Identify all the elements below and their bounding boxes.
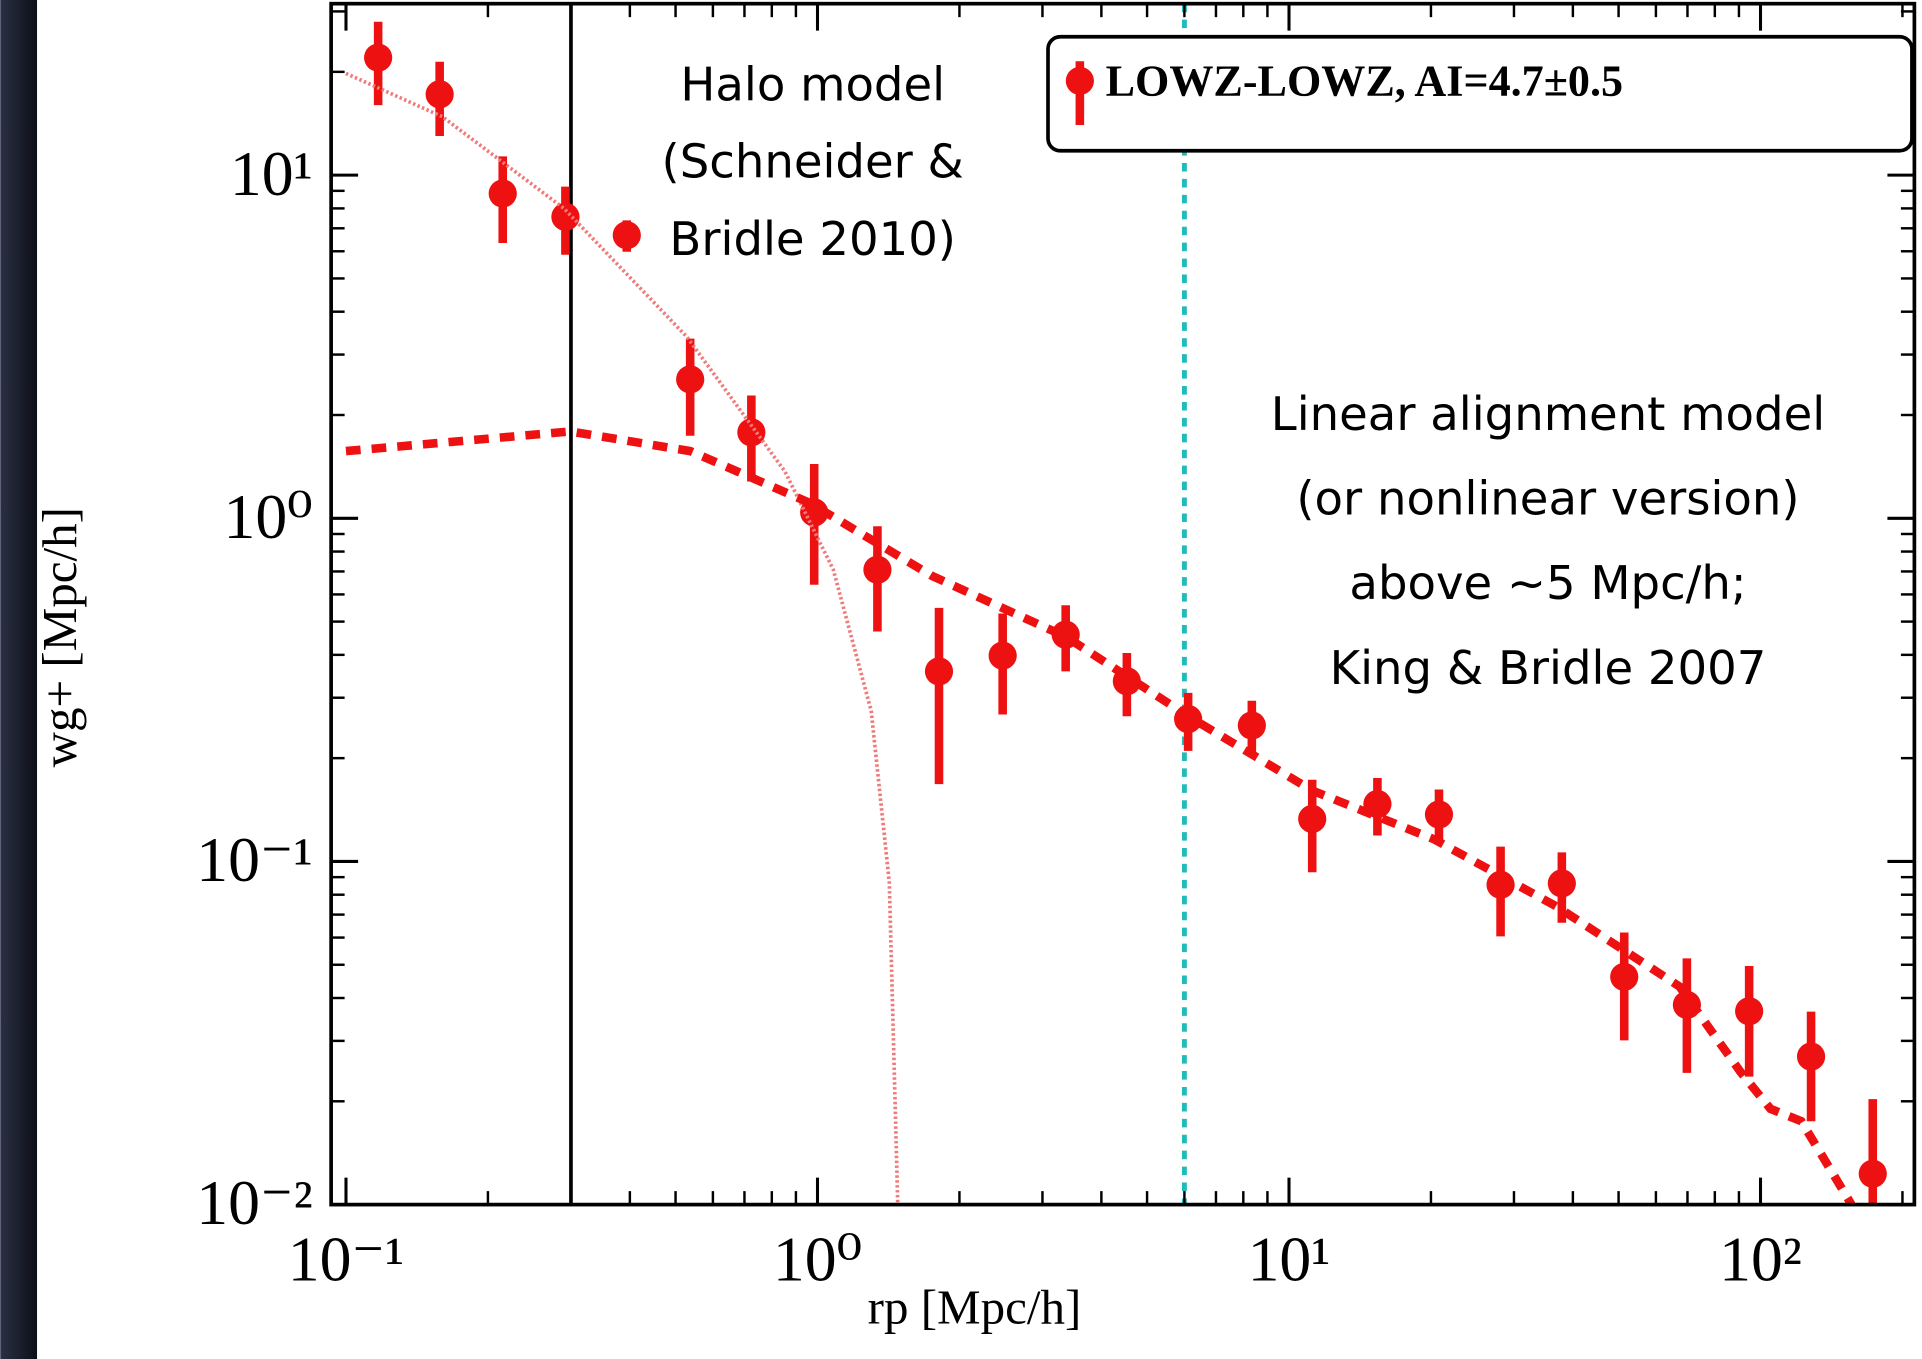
data-point xyxy=(425,80,454,109)
legend-marker xyxy=(1065,66,1094,95)
data-point xyxy=(1858,1159,1887,1188)
data-point xyxy=(1298,804,1327,834)
data-point xyxy=(1424,800,1454,829)
x-tick-label: 10⁻¹ xyxy=(288,1224,404,1295)
annotation: Linear alignment model xyxy=(1271,387,1825,441)
annotation: above ~5 Mpc/h; xyxy=(1349,556,1746,610)
model-curve xyxy=(345,427,1856,1205)
x-axis-label: rp [Mpc/h] xyxy=(868,1279,1082,1334)
legend-label: LOWZ-LOWZ, AI=4.7±0.5 xyxy=(1106,57,1623,106)
data-point xyxy=(364,43,393,72)
data-point xyxy=(988,641,1017,670)
plot-area xyxy=(345,3,1887,1205)
legend-box xyxy=(1046,34,1914,153)
data-point xyxy=(676,365,705,394)
x-tick-label: 10² xyxy=(1719,1224,1802,1295)
side-strip xyxy=(0,0,38,1359)
data-point xyxy=(1735,997,1764,1026)
data-point xyxy=(737,418,766,447)
plot-frame xyxy=(329,1,1917,1207)
y-tick-label: 10⁰ xyxy=(223,481,312,552)
data-point xyxy=(1547,869,1576,898)
data-point xyxy=(488,179,517,208)
annotation: (or nonlinear version) xyxy=(1296,472,1799,526)
y-axis-label: wg+ [Mpc/h] xyxy=(32,507,87,767)
data-point xyxy=(1610,962,1639,991)
data-point xyxy=(551,202,580,231)
annotation: Bridle 2010) xyxy=(669,212,956,266)
data-point xyxy=(612,221,641,250)
data-point xyxy=(924,657,954,686)
data-point xyxy=(1796,1042,1826,1071)
y-tick-label: 10⁻¹ xyxy=(196,824,312,895)
legend: LOWZ-LOWZ, AI=4.7±0.5 xyxy=(1046,34,1914,153)
data-point xyxy=(1237,711,1266,740)
annotation: (Schneider & xyxy=(662,135,964,189)
data-point xyxy=(863,555,892,584)
x-tick-label: 10⁰ xyxy=(773,1224,862,1295)
model-curve xyxy=(345,71,900,1205)
y-tick-label: 10¹ xyxy=(230,138,313,209)
annotation: Halo model xyxy=(680,57,945,111)
y-tick-label: 10⁻² xyxy=(196,1167,312,1238)
x-tick-label: 10¹ xyxy=(1248,1224,1331,1295)
annotation: King & Bridle 2007 xyxy=(1330,641,1767,695)
